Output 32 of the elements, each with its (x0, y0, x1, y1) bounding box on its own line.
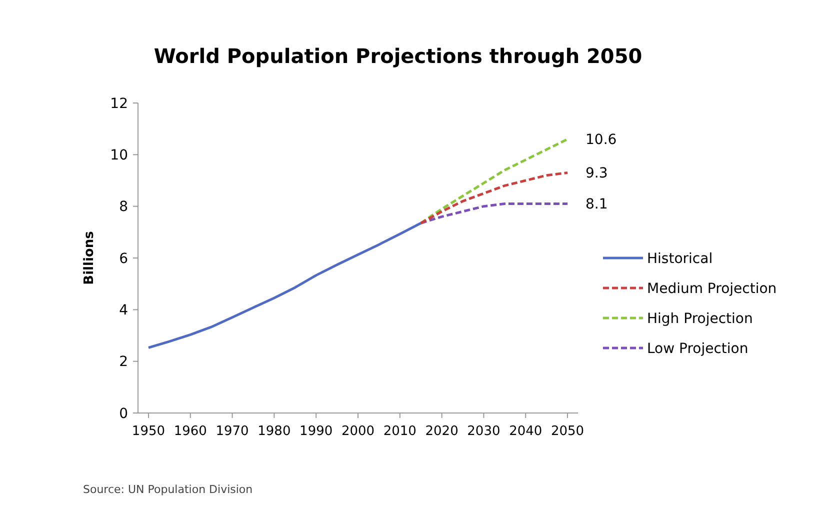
x-tick-label: 1990 (300, 424, 333, 439)
x-tick-label: 2030 (467, 424, 500, 439)
line-series (420, 202, 569, 224)
y-tick-label: 8 (119, 199, 128, 216)
x-tick-label: 2050 (550, 424, 584, 439)
y-tick-label: 2 (119, 354, 128, 370)
line-series (420, 172, 569, 224)
y-tick-label: 12 (110, 96, 128, 112)
chart-title: World Population Projections through 2050 (154, 44, 642, 68)
data-label: 9.3 (586, 166, 608, 182)
line-series (147, 222, 422, 349)
y-axis-title: Billions (82, 230, 97, 285)
legend-label: High Projection (647, 310, 753, 327)
x-tick-label: 2040 (509, 424, 542, 439)
source-note: Source: UN Population Division (83, 483, 253, 496)
x-tick-label: 1950 (132, 424, 166, 439)
y-tick-label: 0 (119, 406, 128, 422)
line-series (420, 138, 569, 224)
legend-label: Historical (647, 250, 713, 267)
x-tick-label: 1980 (258, 424, 291, 439)
y-tick-label: 10 (110, 148, 128, 164)
x-tick-label: 1960 (174, 424, 207, 439)
x-tick-label: 2000 (341, 424, 375, 439)
y-tick-label: 4 (119, 302, 128, 319)
y-tick-label: 6 (119, 250, 128, 267)
legend-label: Low Projection (647, 340, 748, 357)
x-tick-label: 2020 (425, 424, 458, 439)
data-label: 10.6 (586, 132, 617, 148)
legend-label: Medium Projection (647, 280, 777, 297)
data-label: 8.1 (586, 196, 608, 213)
x-tick-label: 2010 (383, 424, 416, 439)
x-tick-label: 1970 (216, 424, 249, 439)
